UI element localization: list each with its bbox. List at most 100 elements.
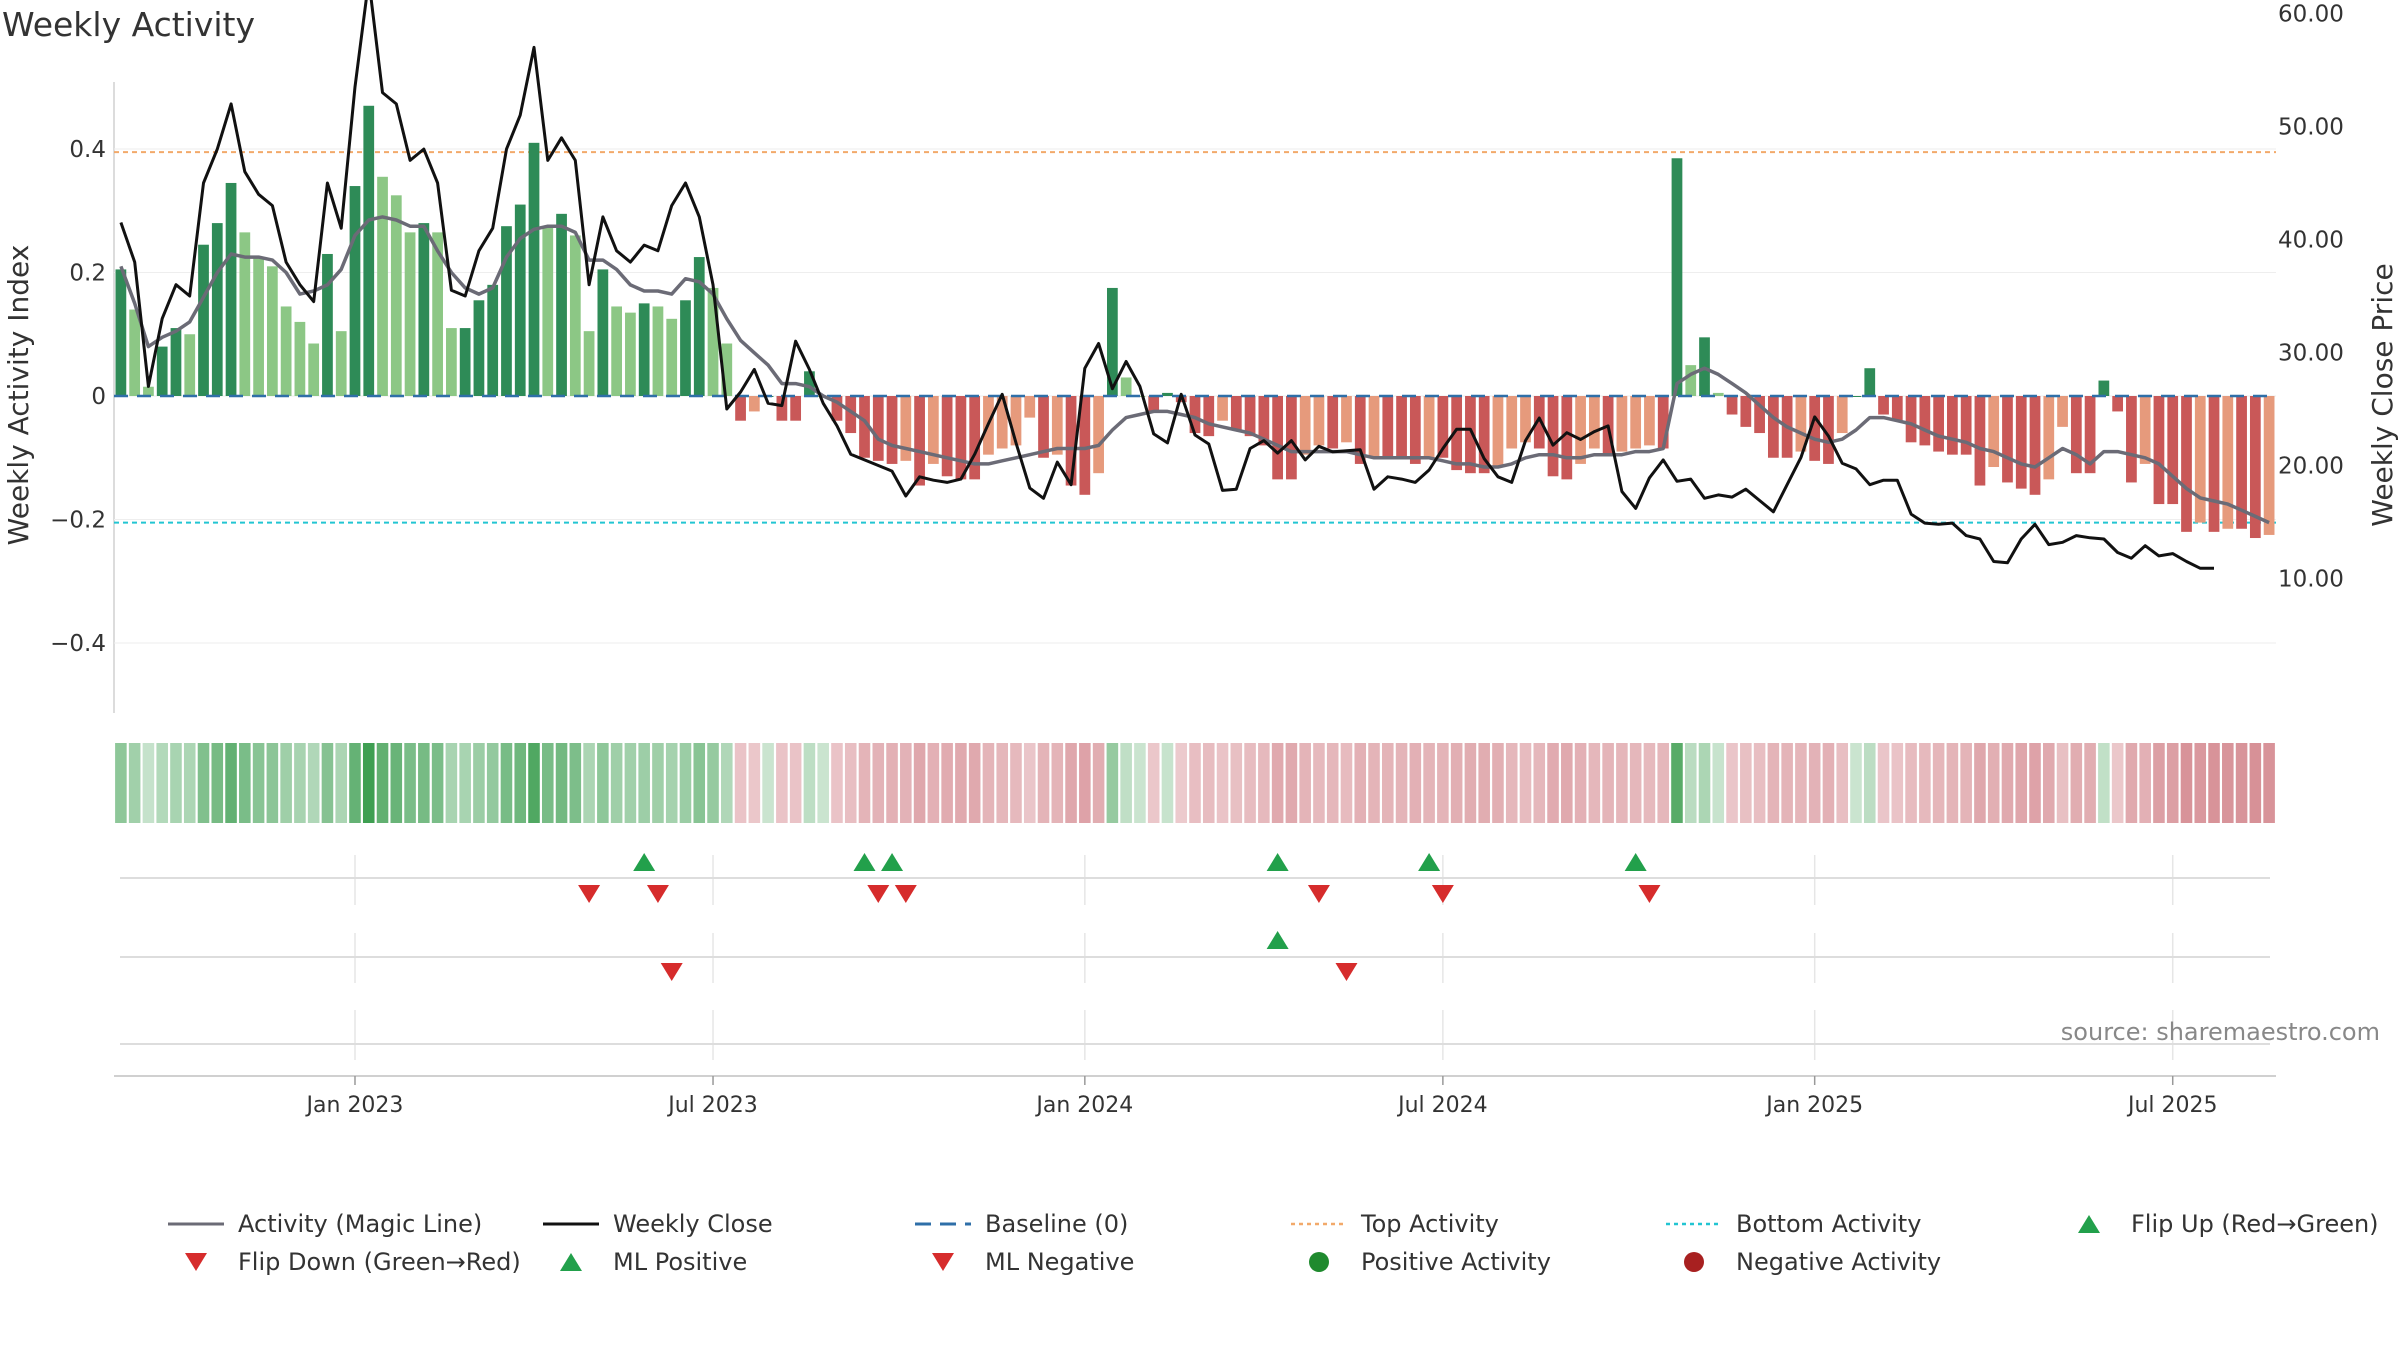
heat-cell (1092, 743, 1105, 823)
heat-cell (1795, 743, 1807, 823)
activity-bar (1988, 396, 2000, 468)
heat-cell (1189, 743, 1201, 823)
y2-tick-label: 20.00 (2278, 454, 2344, 480)
heat-cell (197, 743, 210, 823)
activity-bar (804, 371, 815, 396)
heat-cell (1671, 743, 1683, 823)
heat-cell (1079, 743, 1091, 823)
activity-bar (597, 269, 609, 396)
activity-bar (790, 396, 802, 421)
heat-cell (1684, 743, 1697, 823)
activity-bar (1286, 396, 1297, 480)
heat-cell (500, 743, 513, 823)
heat-cell (225, 743, 237, 823)
heat-cell (996, 743, 1008, 823)
heat-cell (1987, 743, 2000, 823)
heat-cell (1326, 743, 1339, 823)
source-credit: source: sharemaestro.com (2061, 1018, 2380, 1046)
activity-bar (735, 396, 746, 421)
heat-cell (459, 743, 471, 823)
ml-signal-panel (120, 931, 2270, 983)
heat-cell (128, 743, 141, 823)
activity-bar (2139, 396, 2151, 464)
activity-bar (693, 257, 705, 396)
heat-cell (638, 743, 650, 823)
legend-swatch (1684, 1252, 1704, 1272)
activity-bar (473, 300, 485, 396)
flip-down-marker (646, 885, 669, 903)
heat-cell (2001, 743, 2014, 823)
y2-tick-label: 50.00 (2278, 115, 2344, 141)
activity-bar (253, 257, 264, 396)
activity-bar (363, 105, 375, 397)
activity-bar (2002, 396, 2013, 483)
activity-bar (1657, 396, 1669, 449)
activity-bar (1740, 396, 1752, 427)
activity-bar (404, 232, 416, 396)
activity-bar (1795, 396, 1807, 452)
activity-bar (1299, 396, 1311, 455)
activity-bar (1575, 396, 1586, 464)
activity-bar (1354, 396, 1366, 464)
activity-bar (1685, 365, 1697, 396)
activity-bar (1120, 377, 1132, 396)
heat-cell (1712, 743, 1725, 823)
activity-bar (2222, 396, 2234, 529)
flip-up-marker (853, 853, 876, 871)
y-tick-label: 0.2 (69, 261, 106, 287)
y2-tick-label: 60.00 (2278, 2, 2344, 28)
heat-cell (2056, 743, 2069, 823)
activity-bar (432, 232, 443, 396)
activity-bar (748, 396, 760, 412)
heat-cell (1505, 743, 1518, 823)
legend-swatch (560, 1253, 582, 1271)
activity-bar (377, 176, 388, 396)
activity-bar (322, 253, 333, 396)
y-axis-label: Weekly Activity Index (2, 245, 35, 546)
heat-cell (665, 743, 678, 823)
legend-label: Top Activity (1360, 1210, 1499, 1238)
heat-cell (1740, 743, 1752, 823)
activity-bar (143, 386, 154, 396)
activity-bar (872, 396, 884, 461)
activity-bar (2167, 396, 2179, 505)
heat-cell (541, 743, 554, 823)
ml-positive-marker (1266, 931, 1289, 949)
activity-bar (1878, 396, 1889, 415)
heat-cell (362, 743, 375, 823)
heat-cell (1120, 743, 1132, 823)
activity-bar (1905, 396, 1917, 443)
heat-cell (1753, 743, 1766, 823)
activity-bar (1107, 287, 1118, 396)
heat-cell (239, 743, 251, 823)
heat-cell (335, 743, 348, 823)
activity-bar (1547, 396, 1559, 477)
activity-bar (349, 186, 361, 396)
heat-cell (2235, 743, 2248, 823)
activity-bar (1891, 396, 1903, 421)
y-tick-label: −0.4 (50, 631, 106, 657)
heat-cell (1340, 743, 1353, 823)
flip-down-marker (1638, 885, 1661, 903)
heat-cell (1106, 743, 1119, 823)
legend: Activity (Magic Line) Weekly Close Baselin… (168, 1210, 2379, 1276)
x-tick-label: Jan 2024 (1034, 1093, 1133, 1118)
activity-bar (1079, 396, 1091, 495)
legend-swatch (1309, 1252, 1329, 1272)
heat-cell (1285, 743, 1298, 823)
activity-bar (156, 346, 168, 396)
heat-cell (473, 743, 485, 823)
activity-bar (2194, 396, 2206, 523)
activity-bar (2153, 396, 2165, 505)
legend-label: ML Positive (613, 1248, 747, 1276)
activity-bar (2249, 396, 2261, 539)
y2-tick-label: 10.00 (2278, 567, 2344, 593)
heat-cell (1836, 743, 1849, 823)
activity-bar (638, 303, 650, 396)
chart-title: Weekly Activity (2, 5, 255, 44)
main-plot: 0.4 0.2 0 −0.2 −0.4 60.00 50.00 40.00 30.00 20.00… (50, 0, 2344, 713)
heat-cell (624, 743, 637, 823)
flip-up-marker (1266, 853, 1289, 871)
flip-down-marker (894, 885, 917, 903)
legend-swatch (2078, 1215, 2100, 1233)
